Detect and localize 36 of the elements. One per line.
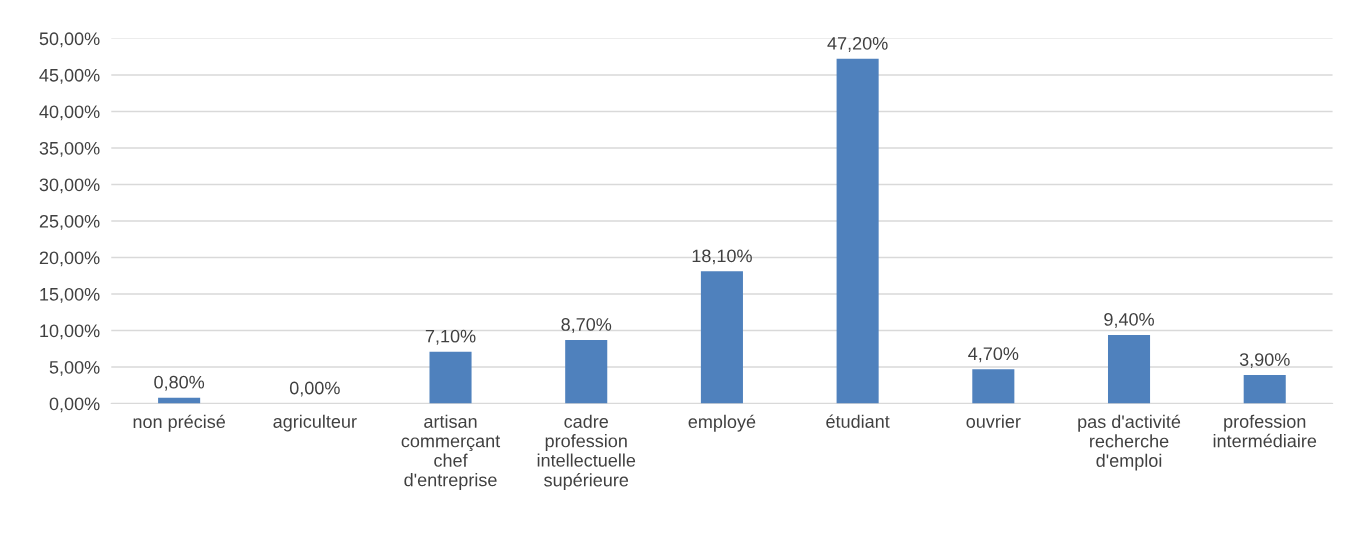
data-label: 47,20% [827,36,888,52]
bar [429,351,472,404]
data-label: 4,70% [968,347,1019,363]
bar [972,369,1015,404]
bar [565,339,608,404]
x-tick-label: agriculteur [273,414,357,432]
x-tick-label: étudiant [826,414,890,428]
data-label: 9,40% [1104,312,1154,328]
x-tick-label: ouvrier [966,414,1021,428]
y-tick-label: 15,00% [40,287,100,303]
bar [1107,334,1151,404]
x-tick-label: profession intermédiaire [1213,414,1317,448]
bar [700,271,743,404]
y-tick-label: 25,00% [39,214,100,230]
bar [1243,375,1286,404]
data-label: 7,10% [425,329,476,345]
data-label: 18,10% [692,249,752,265]
data-label: 0,00% [289,381,340,397]
x-tick-label: artisan commerçant chef d'entreprise [401,414,501,490]
x-tick-label: employé [688,414,756,432]
y-tick-label: 5,00% [49,360,100,376]
x-tick-label: pas d'activité recherche d'emploi [1078,414,1181,471]
y-tick-label: 45,00% [39,68,100,84]
y-tick-label: 40,00% [39,105,100,121]
data-label: 3,90% [1239,353,1290,369]
x-tick-label: cadre profession intellectuelle supérieure [537,414,636,491]
data-label: 8,70% [561,318,612,333]
data-label: 0,80% [154,375,205,391]
x-tick-label: non précisé [133,414,225,432]
y-tick-label: 10,00% [40,324,100,340]
y-tick-label: 20,00% [39,251,100,267]
y-tick-label: 30,00% [39,178,100,194]
y-tick-label: 50,00% [39,32,100,48]
bar [836,58,879,404]
y-tick-label: 35,00% [39,141,100,157]
y-tick-label: 0,00% [49,397,100,413]
